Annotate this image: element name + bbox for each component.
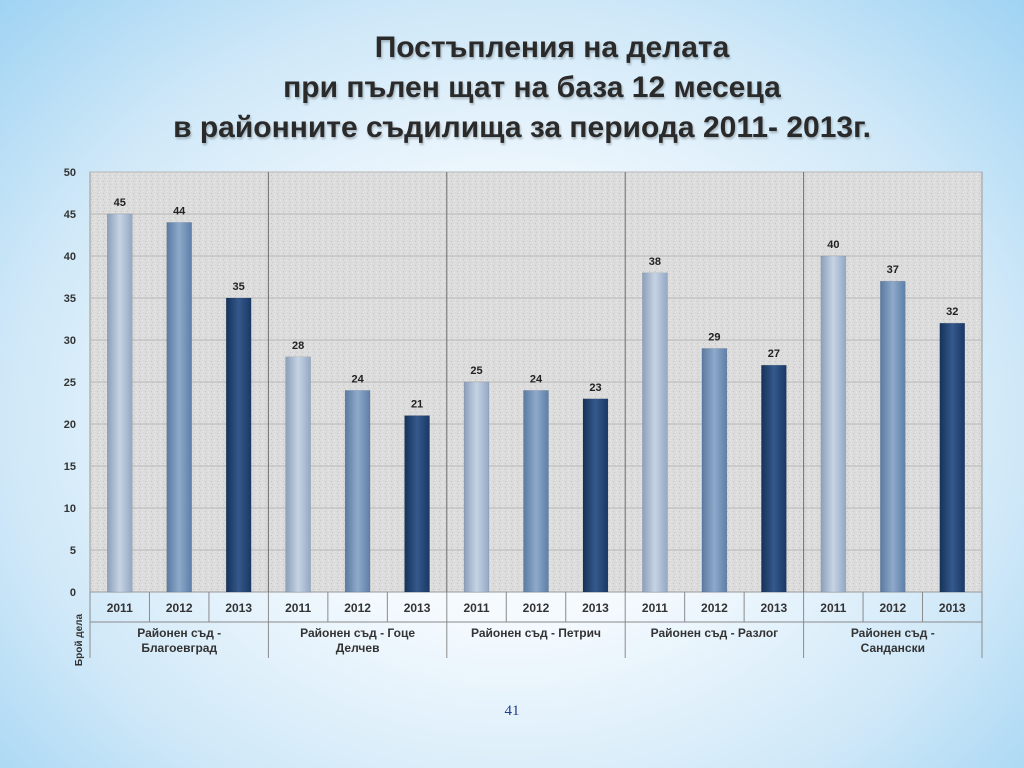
group-separators <box>267 172 805 592</box>
group-label: Районен съд - <box>851 626 935 640</box>
y-axis-label: Брой дела <box>74 613 85 666</box>
x-tick-label: 2013 <box>939 601 966 615</box>
bar-2012 <box>523 390 549 593</box>
bar-2011 <box>820 255 847 593</box>
bar-labels: 45 44 35 28 24 21 25 24 23 38 29 27 40 37 32 <box>114 197 959 411</box>
bar-2011 <box>285 356 311 593</box>
x-tick-label: 2012 <box>879 601 906 615</box>
bar-2013 <box>404 415 430 593</box>
y-tick-labels: 0 5 10 15 20 25 30 35 40 45 50 <box>64 167 76 599</box>
slide-title: Постъпления на делата при пълен щат на б… <box>0 28 1024 148</box>
bar-2011 <box>463 381 490 593</box>
bar-2011 <box>642 272 668 593</box>
bars <box>106 213 966 593</box>
y-tick-label: 25 <box>64 377 76 389</box>
bar-2011 <box>106 213 133 593</box>
bar-2013 <box>225 297 252 593</box>
title-line-3: в районните съдилища за периода 2011- 20… <box>173 111 871 144</box>
x-tick-label: 2011 <box>464 601 490 615</box>
group-label: Районен съд - Разлог <box>651 626 779 640</box>
y-tick-label: 50 <box>64 167 76 179</box>
y-tick-label: 10 <box>64 503 76 515</box>
bar-value-label: 25 <box>470 365 482 377</box>
bar-value-label: 29 <box>708 331 720 343</box>
bar-2013 <box>582 398 609 593</box>
bar-value-label: 27 <box>768 348 780 360</box>
page-number: 41 <box>504 703 520 719</box>
x-tick-label: 2013 <box>404 601 431 615</box>
x-tick-label: 2011 <box>642 601 668 615</box>
group-label: Районен съд - Петрич <box>471 626 601 640</box>
x-tick-label: 2011 <box>285 601 311 615</box>
bar-2012 <box>344 390 371 593</box>
bar-value-label: 23 <box>589 382 601 394</box>
bar-2013 <box>939 322 966 593</box>
bar-2013 <box>761 364 787 593</box>
bar-value-label: 44 <box>173 205 186 217</box>
y-tick-label: 30 <box>64 335 76 347</box>
x-tick-label: 2011 <box>820 601 846 615</box>
group-label: Сандански <box>861 641 925 655</box>
x-tick-label: 2013 <box>225 601 252 615</box>
group-label: Районен съд - <box>137 626 221 640</box>
group-label: Благоевград <box>141 641 217 655</box>
group-label: Районен съд - Гоце <box>300 626 415 640</box>
bar-value-label: 38 <box>649 256 661 268</box>
bar-2012 <box>880 280 906 593</box>
x-tick-label: 2012 <box>523 601 550 615</box>
y-tick-label: 40 <box>64 251 76 263</box>
bar-value-label: 21 <box>411 399 423 411</box>
y-tick-label: 15 <box>64 461 76 473</box>
x-tick-label: 2012 <box>344 601 371 615</box>
bar-value-label: 45 <box>114 197 126 209</box>
bar-value-label: 37 <box>887 264 899 276</box>
y-tick-label: 35 <box>64 293 76 305</box>
y-tick-label: 5 <box>70 545 76 557</box>
x-tick-label: 2012 <box>166 601 193 615</box>
bar-value-label: 24 <box>351 373 364 385</box>
bar-2012 <box>166 222 192 593</box>
title-line-2: при пълен щат на база 12 месеца <box>283 71 781 104</box>
x-tick-label: 2011 <box>107 601 133 615</box>
x-tick-label: 2012 <box>701 601 728 615</box>
y-tick-label: 45 <box>64 209 76 221</box>
bar-value-label: 24 <box>530 373 543 385</box>
x-tick-label: 2013 <box>761 601 788 615</box>
title-line-1: Постъпления на делата <box>374 31 730 64</box>
bar-value-label: 28 <box>292 340 304 352</box>
bar-value-label: 40 <box>827 239 839 251</box>
y-tick-label: 0 <box>70 587 76 599</box>
y-tick-label: 20 <box>64 419 76 431</box>
bar-value-label: 32 <box>946 306 958 318</box>
bar-value-label: 35 <box>233 281 245 293</box>
group-label: Делчев <box>336 641 380 655</box>
bar-2012 <box>701 348 728 593</box>
x-tick-label: 2013 <box>582 601 609 615</box>
